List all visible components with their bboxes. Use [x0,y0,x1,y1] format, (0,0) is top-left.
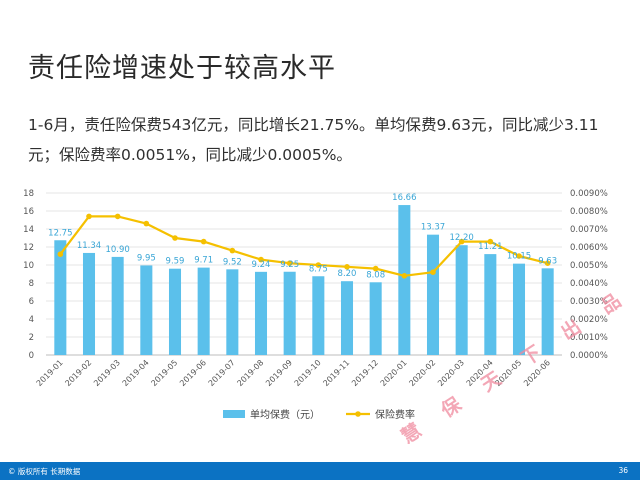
rate-point [344,264,350,270]
bar-data-label: 13.37 [421,223,445,233]
rate-point [315,262,322,268]
rate-point [143,220,150,227]
y-left-tick-label: 14 [23,225,34,235]
rate-point [458,238,465,245]
x-tick-label: 2019-04 [121,358,151,388]
rate-line [59,215,548,277]
bar-data-label: 10.90 [105,245,129,255]
bar [54,240,67,355]
rate-point [544,260,551,267]
y-left-tick-label: 2 [29,333,34,343]
y-right-tick-label: 0.0010% [570,333,608,343]
y-left-tick-label: 6 [29,297,34,307]
rate-point [286,260,293,267]
x-tick-label: 2020-02 [407,358,437,388]
bar-data-label: 11.21 [478,242,502,252]
x-tick-label: 2019-06 [178,358,208,388]
bar [426,234,440,355]
bar-data-label: 16.66 [392,193,416,203]
rate-point [487,238,494,245]
copyright-text: © 版权所有 长期数据 [8,467,81,476]
rate-point [57,251,64,257]
y-right-tick-label: 0.0020% [570,315,608,325]
bar [111,256,124,355]
chart: 0 2 4 6 8 10 12 14 16 18 0.0000% 0.0010% 0.0020% 0.00… [23,189,608,421]
bar-data-label: 8.20 [338,269,357,279]
bar-data-label: 10.15 [507,252,531,262]
rate-point [114,213,121,220]
bar [283,271,296,355]
bar-data-label: 9.95 [137,253,156,263]
y-right-tick-label: 0.0090% [570,189,608,199]
y-right-tick-label: 0.0050% [570,261,608,271]
bar [541,268,554,355]
rate-point [430,269,436,276]
y-right-tick-label: 0.0030% [570,297,608,307]
x-tick-label: 2019-10 [293,358,323,388]
y-right-tick-label: 0.0040% [570,279,608,289]
bar [226,269,239,355]
page-number: 36 [618,466,628,475]
bar-data-label: 9.52 [223,257,242,267]
x-tick-label: 2019-02 [63,358,93,388]
y-right-tick-label: 0.0080% [570,207,608,217]
bar-data-label: 9.24 [252,260,271,270]
bar [140,265,153,355]
bar [369,282,382,355]
x-tick-label: 2019-08 [235,358,265,388]
x-tick-label: 2019-09 [264,358,294,388]
bar-data-label: 9.59 [166,257,185,267]
bar-data-label: 9.63 [538,256,557,266]
bar [455,245,468,355]
rate-point [516,253,522,259]
legend-swatch-bars [223,410,245,418]
y-left-tick-label: 8 [29,279,34,289]
x-tick-label: 2019-05 [149,358,179,388]
x-tick-label: 2020-01 [379,358,409,388]
y-left-tick-label: 0 [29,351,34,361]
rate-point [372,265,379,272]
bar [197,267,210,355]
y-left-tick-label: 16 [23,207,34,217]
bar [168,268,182,355]
footer-bar: © 版权所有 长期数据 36 [0,462,640,480]
x-tick-label: 2019-03 [92,358,122,388]
y-left-tick-label: 4 [29,315,34,325]
bar [512,263,526,355]
rate-point [229,247,236,254]
x-tick-label: 2019-01 [35,358,65,388]
bar-data-label: 8.75 [309,264,328,274]
y-right-tick-label: 0.0000% [570,351,608,361]
bar [340,281,354,355]
y-right-tick-label: 0.0060% [570,243,608,253]
y-left-tick-label: 12 [23,243,34,253]
rate-point [200,238,207,245]
y-right-tick-label: 0.0070% [570,225,608,235]
legend-swatch-marker [355,411,361,417]
rate-point [86,213,92,220]
summary-text: 1-6月，责任险保费543亿元，同比增长21.75%。单均保费9.63元，同比减… [28,116,599,164]
y-left-tick-label: 10 [23,261,34,271]
legend-label-line: 保险费率 [375,408,415,421]
legend-label-bars: 单均保费（元） [250,408,320,421]
bar-data-label: 11.34 [77,241,101,251]
x-tick-label: 2019-12 [350,358,380,388]
bar-data-label: 8.08 [366,270,385,280]
bar [398,205,411,355]
bar-data-label: 9.71 [194,256,213,266]
bar-data-label: 12.20 [449,233,473,243]
bar [82,252,96,355]
x-tick-label: 2019-07 [207,358,237,388]
bar [254,271,268,355]
bar [312,276,325,355]
y-left-tick-label: 18 [23,189,34,199]
bar-data-label: 12.75 [48,228,72,238]
bar-data-label: 9.25 [280,260,299,270]
page-title: 责任险增速处于较高水平 [28,53,336,84]
rate-point [401,273,408,279]
rate-point [258,256,264,263]
x-tick-label: 2019-11 [321,358,351,388]
bar [484,254,497,355]
rate-point [172,235,178,241]
